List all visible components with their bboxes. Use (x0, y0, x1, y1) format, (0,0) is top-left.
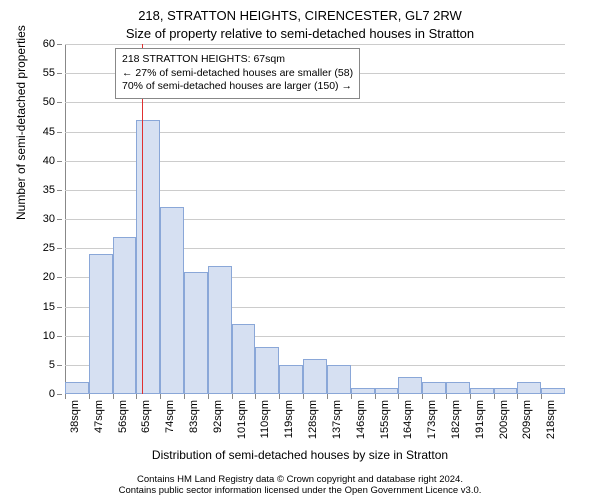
x-tick-label: 74sqm (164, 400, 176, 433)
y-tick-label: 20 (43, 271, 55, 283)
histogram-bar (113, 237, 137, 395)
x-axis-label: Distribution of semi-detached houses by … (0, 448, 600, 462)
info-box: 218 STRATTON HEIGHTS: 67sqm← 27% of semi… (115, 48, 360, 99)
histogram-bar (184, 272, 208, 395)
y-tick-label: 40 (43, 155, 55, 167)
x-tick-label: 92sqm (212, 400, 224, 433)
x-tick-label: 173sqm (426, 400, 438, 439)
histogram-bar (375, 388, 399, 394)
x-tick-label: 38sqm (69, 400, 81, 433)
x-tick-label: 146sqm (355, 400, 367, 439)
histogram-bar (136, 120, 160, 394)
histogram-bar (470, 388, 494, 394)
histogram-bar (327, 365, 351, 394)
histogram-chart: 218, STRATTON HEIGHTS, CIRENCESTER, GL7 … (0, 0, 600, 500)
histogram-bar (398, 377, 422, 395)
x-tick-label: 83sqm (188, 400, 200, 433)
x-tick-label: 209sqm (521, 400, 533, 439)
histogram-bar (232, 324, 256, 394)
plot-area: 05101520253035404550556038sqm47sqm56sqm6… (65, 44, 565, 394)
chart-title-sub: Size of property relative to semi-detach… (0, 26, 600, 41)
x-tick-label: 101sqm (236, 400, 248, 439)
histogram-bar (303, 359, 327, 394)
y-tick-label: 30 (43, 213, 55, 225)
attribution-text: Contains HM Land Registry data © Crown c… (0, 474, 600, 496)
x-tick-label: 191sqm (474, 400, 486, 439)
histogram-bar (494, 388, 518, 394)
x-tick-label: 155sqm (379, 400, 391, 439)
histogram-bar (279, 365, 303, 394)
y-axis-label: Number of semi-detached properties (14, 25, 28, 220)
histogram-bar (89, 254, 113, 394)
x-tick-label: 110sqm (259, 400, 271, 438)
x-tick-label: 65sqm (140, 400, 152, 433)
histogram-bar (65, 382, 89, 394)
y-tick-label: 15 (43, 301, 55, 313)
x-tick-label: 47sqm (93, 400, 105, 433)
x-tick-label: 56sqm (117, 400, 129, 433)
y-tick-label: 50 (43, 96, 55, 108)
x-tick-label: 218sqm (545, 400, 557, 439)
x-tick-label: 182sqm (450, 400, 462, 439)
chart-title-main: 218, STRATTON HEIGHTS, CIRENCESTER, GL7 … (0, 8, 600, 23)
histogram-bar (446, 382, 470, 394)
histogram-bar (160, 207, 184, 394)
y-tick-label: 55 (43, 67, 55, 79)
y-tick-label: 25 (43, 242, 55, 254)
y-tick-label: 60 (43, 38, 55, 50)
y-tick-label: 45 (43, 126, 55, 138)
histogram-bar (517, 382, 541, 394)
x-tick-label: 200sqm (498, 400, 510, 439)
histogram-bar (541, 388, 565, 394)
histogram-bar (422, 382, 446, 394)
y-tick-label: 5 (49, 359, 55, 371)
histogram-bar (255, 347, 279, 394)
histogram-bar (351, 388, 375, 394)
x-tick-label: 164sqm (402, 400, 414, 439)
x-tick-label: 137sqm (331, 400, 343, 439)
x-tick-label: 119sqm (283, 400, 295, 438)
y-tick-label: 0 (49, 388, 55, 400)
y-tick-label: 35 (43, 184, 55, 196)
histogram-bar (208, 266, 232, 394)
x-tick-label: 128sqm (307, 400, 319, 439)
y-tick-label: 10 (43, 330, 55, 342)
